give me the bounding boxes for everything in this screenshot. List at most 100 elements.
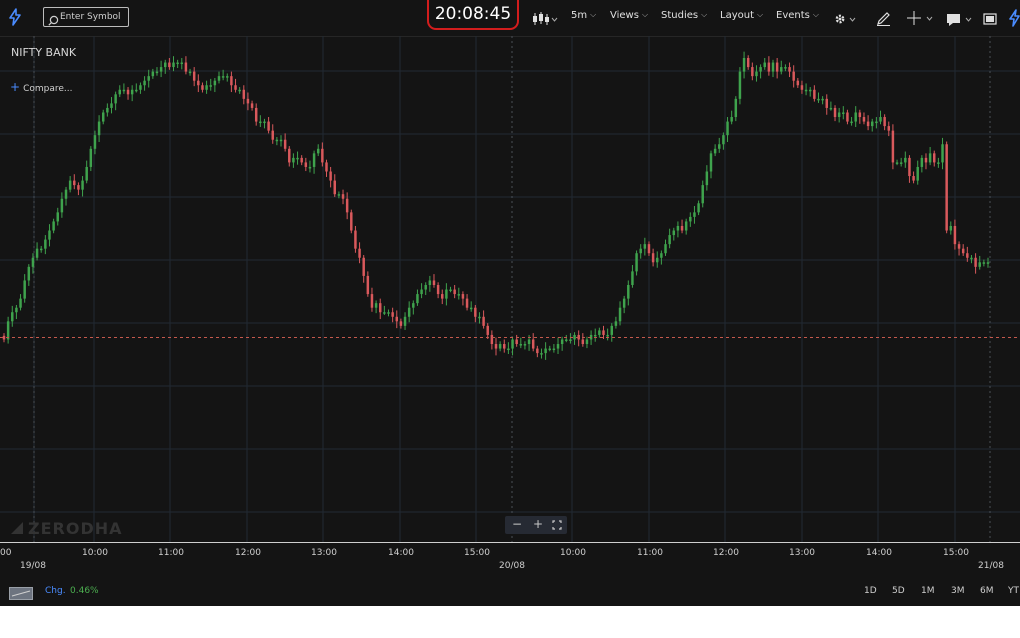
candle-down [908, 157, 911, 177]
candle-down [503, 344, 506, 349]
candle-up [709, 153, 713, 172]
plus-icon: + [10, 80, 21, 94]
range-3m-button[interactable]: 3M [951, 586, 965, 596]
candle-up [870, 121, 874, 127]
candlestick-chart-type-icon[interactable] [532, 11, 558, 25]
crosshair-icon[interactable] [906, 10, 936, 26]
candle-up [337, 194, 341, 196]
candle-down [271, 130, 274, 140]
candle-down [453, 289, 456, 295]
clock-display: 20:08:45 [427, 0, 519, 30]
candle-down [833, 107, 837, 118]
candle-down [974, 257, 977, 267]
candle-down [441, 294, 444, 299]
candle-up [118, 89, 122, 95]
candle-down [515, 339, 518, 345]
compare-label: Compare... [23, 84, 73, 94]
time-tick: 11:00 [637, 548, 663, 558]
gear-icon[interactable] [834, 11, 858, 25]
candle-up [15, 307, 18, 313]
symbol-search-input[interactable] [60, 10, 126, 24]
zoom-in-button[interactable]: + [533, 517, 544, 531]
candle-up [565, 339, 568, 341]
studies-menu[interactable]: Studies ⌵ [661, 10, 707, 21]
candle-down [883, 117, 886, 127]
time-tick: 10:00 [82, 548, 108, 558]
bolt-icon[interactable] [1008, 9, 1020, 27]
candle-down [362, 257, 365, 276]
fullscreen-icon[interactable] [983, 11, 997, 25]
interval-dropdown[interactable]: 5m ⌵ [571, 10, 596, 21]
candle-down [846, 112, 849, 122]
candle-down [242, 89, 246, 99]
candle-up [569, 339, 572, 341]
comment-icon[interactable] [946, 11, 976, 26]
candle-up [763, 62, 766, 68]
candle-up [27, 266, 31, 281]
candle-down [581, 339, 585, 345]
search-icon [48, 11, 59, 26]
candle-up [585, 339, 589, 345]
candle-down [283, 139, 287, 149]
range-ytd-button[interactable]: YT [1008, 586, 1019, 596]
candle-up [511, 339, 514, 349]
chart-area[interactable] [0, 36, 1020, 542]
zoom-out-button[interactable]: − [512, 517, 523, 531]
range-5d-button[interactable]: 5D [892, 586, 905, 596]
bolt-icon[interactable] [7, 8, 23, 26]
candle-up [263, 121, 266, 124]
candle-up [122, 89, 126, 92]
candle-up [726, 121, 729, 136]
candle-down [197, 80, 200, 86]
candle-up [52, 221, 55, 231]
candle-up [101, 112, 105, 122]
views-menu[interactable]: Views ⌵ [610, 10, 648, 21]
date-label: 20/08 [499, 561, 525, 571]
candle-up [622, 298, 626, 308]
candle-up [738, 71, 742, 99]
range-6m-button[interactable]: 6M [980, 586, 994, 596]
range-1d-button[interactable]: 1D [864, 586, 877, 596]
layout-menu[interactable]: Layout ⌵ [720, 10, 763, 21]
reset-zoom-icon[interactable] [552, 519, 562, 533]
candle-up [693, 212, 696, 217]
candle-down [254, 107, 258, 122]
candle-up [755, 71, 758, 77]
candle-up [780, 67, 783, 72]
candle-up [527, 339, 531, 345]
candle-up [850, 121, 853, 124]
candle-up [176, 62, 179, 65]
candle-down [825, 98, 828, 108]
candle-up [540, 353, 543, 355]
symbol-search-box[interactable] [43, 7, 129, 27]
candle-down [230, 76, 233, 86]
candle-down [788, 67, 791, 72]
candle-down [354, 230, 357, 249]
candle-up [742, 58, 746, 72]
candlestick-chart[interactable] [0, 36, 1020, 542]
candle-up [428, 280, 432, 285]
compare-button[interactable]: + Compare... [10, 80, 72, 94]
candle-up [135, 89, 138, 92]
candle-up [11, 312, 14, 322]
pencil-draw-icon[interactable] [876, 11, 892, 26]
candle-up [64, 189, 68, 199]
candle-up [19, 298, 22, 308]
candle-up [656, 257, 659, 263]
candle-up [610, 325, 614, 335]
views-label: Views [610, 10, 639, 21]
candle-up [449, 289, 452, 292]
candle-up [312, 153, 316, 167]
candle-up [238, 89, 241, 92]
zerodha-watermark: ZERODHA [10, 519, 123, 539]
candle-up [383, 312, 386, 314]
events-menu[interactable]: Events ⌵ [776, 10, 819, 21]
range-1m-button[interactable]: 1M [921, 586, 935, 596]
candle-up [416, 294, 419, 304]
candle-up [879, 117, 882, 122]
candle-down [862, 117, 866, 122]
chart-thumbnail-icon[interactable] [9, 585, 33, 600]
candle-up [114, 94, 117, 104]
candle-up [899, 162, 903, 164]
candle-up [143, 80, 146, 86]
